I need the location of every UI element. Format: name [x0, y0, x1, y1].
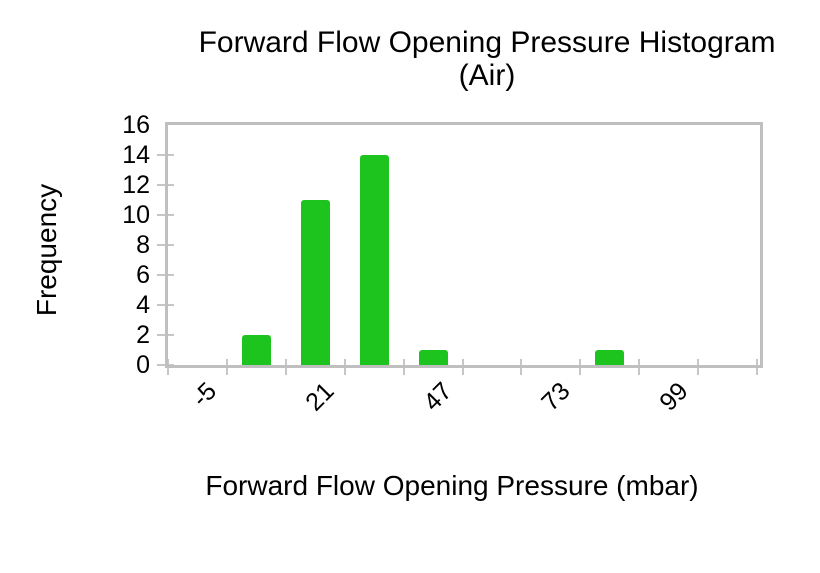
x-axis-tick-mark [461, 359, 464, 375]
y-axis-tick-mark [157, 184, 174, 186]
y-axis-tick-label: 2 [136, 321, 150, 349]
x-axis-tick-mark [638, 359, 641, 375]
x-axis-tick-mark [520, 359, 523, 375]
x-axis-tick-labels: -5 21 47 73 99 [168, 377, 788, 457]
y-axis-tick-label: 6 [136, 261, 150, 289]
y-axis-tick-label: 8 [136, 231, 150, 259]
plot-area [157, 122, 763, 375]
x-axis-tick-label: 21 [300, 377, 341, 417]
chart-title-line2: (Air) [458, 59, 516, 92]
x-axis-title: Forward Flow Opening Pressure (mbar) [205, 470, 699, 501]
y-axis-tick-mark [157, 214, 174, 216]
y-axis-tick-label: 12 [122, 171, 150, 199]
x-axis-tick-label: 99 [653, 377, 694, 417]
x-axis-tick-mark [402, 359, 405, 375]
x-axis-tick-mark [225, 359, 228, 375]
histogram-bar [595, 350, 625, 365]
x-axis-tick-mark [167, 359, 169, 375]
y-axis-tick-mark [157, 274, 174, 276]
histogram-bar [359, 155, 389, 365]
plot-frame [165, 122, 763, 368]
y-axis-tick-labels: 0 2 4 6 8 10 12 14 16 [0, 112, 156, 378]
y-axis-tick-label: 4 [136, 291, 150, 319]
y-axis-tick-label: 16 [122, 111, 150, 139]
x-axis-tick-mark [756, 359, 758, 375]
histogram-bar [300, 200, 330, 365]
x-axis-tick-mark [343, 359, 346, 375]
y-axis-tick-mark [157, 154, 174, 156]
y-axis-tick-mark [157, 334, 174, 336]
y-axis-tick-mark [157, 364, 174, 366]
y-axis-tick-label: 0 [136, 351, 150, 379]
x-axis-tick-label: -5 [186, 377, 223, 413]
x-axis-tick-label: 47 [418, 377, 458, 417]
x-axis-tick-mark [697, 359, 700, 375]
histogram-bar [418, 350, 448, 365]
chart-title-line1: Forward Flow Opening Pressure Histogram [198, 26, 776, 59]
x-axis-tick-mark [579, 359, 582, 375]
histogram-bar [241, 335, 271, 365]
y-axis-tick-label: 14 [122, 141, 150, 169]
y-axis-tick-mark [157, 244, 174, 246]
y-axis-tick-label: 10 [122, 201, 150, 229]
x-axis-tick-label: 73 [536, 377, 576, 417]
x-axis-tick-mark [284, 359, 287, 375]
chart-title: Forward Flow Opening Pressure Histogram … [152, 26, 820, 92]
y-axis-tick-mark [157, 304, 174, 306]
